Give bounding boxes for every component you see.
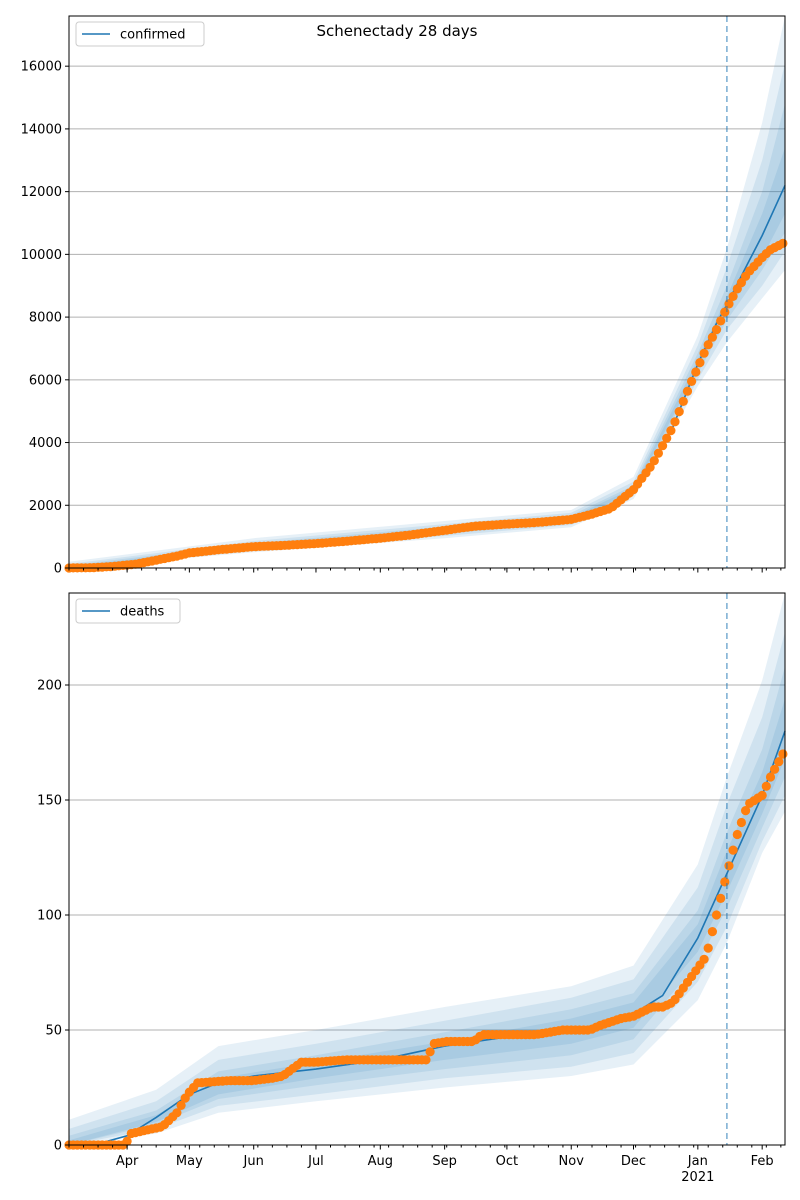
observed-point xyxy=(728,845,738,855)
observed-point xyxy=(778,238,788,248)
observed-point xyxy=(778,749,788,759)
observed-point xyxy=(757,790,767,801)
y-tick-label: 150 xyxy=(37,794,62,809)
observed-point xyxy=(703,943,713,953)
observed-point xyxy=(707,927,718,937)
y-tick-label: 50 xyxy=(45,1024,62,1039)
observed-point xyxy=(774,757,784,767)
y-tick-label: 12000 xyxy=(21,185,62,200)
y-tick-label: 100 xyxy=(37,909,62,924)
observed-point xyxy=(707,332,718,342)
legend-box xyxy=(75,21,205,47)
x-tick-year-label: 2021 xyxy=(681,1170,714,1185)
observed-point xyxy=(653,448,664,458)
uncertainty-band xyxy=(69,593,785,1145)
x-tick-label: Apr xyxy=(116,1154,139,1169)
observed-point xyxy=(682,386,693,396)
observed-point xyxy=(699,348,709,358)
observed-point xyxy=(716,893,726,904)
confirmed-panel: 0 2000 4000 6000 8000 10000 12000 14000 16000 con… xyxy=(21,15,788,577)
legend-label: confirmed xyxy=(120,28,186,43)
y-tick-label: 200 xyxy=(37,679,62,694)
observed-point xyxy=(645,462,655,472)
y-tick-label: 2000 xyxy=(29,499,62,514)
legend-box xyxy=(75,598,181,624)
y-tick-label: 10000 xyxy=(21,248,62,263)
observed-point xyxy=(703,340,713,350)
y-tick-label: 8000 xyxy=(29,311,62,326)
y-tick-label: 0 xyxy=(54,562,62,577)
observed-point xyxy=(649,456,659,466)
observed-point xyxy=(720,307,730,317)
y-tick-label: 4000 xyxy=(29,436,62,451)
x-tick-label: Aug xyxy=(368,1154,393,1169)
observed-point xyxy=(770,764,780,774)
observed-point xyxy=(687,376,697,386)
observed-point xyxy=(736,817,747,828)
observed-point xyxy=(724,861,734,871)
x-tick-label: Nov xyxy=(559,1154,585,1169)
deaths-panel: 0 50 100 150 200 Apr May Jun Jul Aug Sep Oct Nov Dec J… xyxy=(37,592,788,1185)
observed-point xyxy=(741,806,751,816)
y-tick-label: 16000 xyxy=(21,60,62,75)
observed-point xyxy=(728,291,738,301)
uncertainty-band xyxy=(69,632,785,1145)
observed-point xyxy=(122,1136,132,1146)
x-tick-label: Jun xyxy=(243,1154,264,1169)
observed-point xyxy=(678,396,688,406)
uncertainty-band xyxy=(69,698,785,1145)
observed-point xyxy=(720,877,730,887)
x-tick-label: Sep xyxy=(432,1154,457,1169)
observed-point xyxy=(674,407,684,417)
x-tick-label: Jul xyxy=(307,1154,324,1169)
observed-point xyxy=(716,316,726,326)
observed-point xyxy=(691,367,701,377)
x-tick-label: Feb xyxy=(751,1154,774,1169)
legend-label: deaths xyxy=(120,605,165,620)
observed-point xyxy=(425,1047,435,1057)
observed-point xyxy=(670,417,680,427)
axes-frame xyxy=(68,592,786,1146)
y-tick-label: 0 xyxy=(54,1139,62,1154)
observed-point xyxy=(658,441,668,451)
observed-point xyxy=(662,433,672,443)
axes-frame xyxy=(68,15,786,569)
y-tick-label: 6000 xyxy=(29,373,62,388)
x-tick-label: Oct xyxy=(496,1154,518,1169)
observed-point xyxy=(761,781,771,791)
y-tick-label: 14000 xyxy=(21,122,62,137)
observed-point xyxy=(765,772,776,782)
chart-title: Schenectady 28 days xyxy=(317,22,478,40)
observed-point xyxy=(172,1108,182,1118)
observed-point xyxy=(666,426,676,436)
observed-point xyxy=(732,829,742,840)
x-tick-label: Jan xyxy=(687,1154,708,1169)
observed-point xyxy=(421,1055,431,1065)
x-tick-label: May xyxy=(176,1154,203,1169)
observed-point xyxy=(695,358,705,368)
observed-point xyxy=(711,910,722,920)
x-tick-label: Dec xyxy=(621,1154,646,1169)
observed-point xyxy=(699,954,709,964)
observed-point xyxy=(176,1100,186,1110)
observed-point xyxy=(711,325,722,335)
